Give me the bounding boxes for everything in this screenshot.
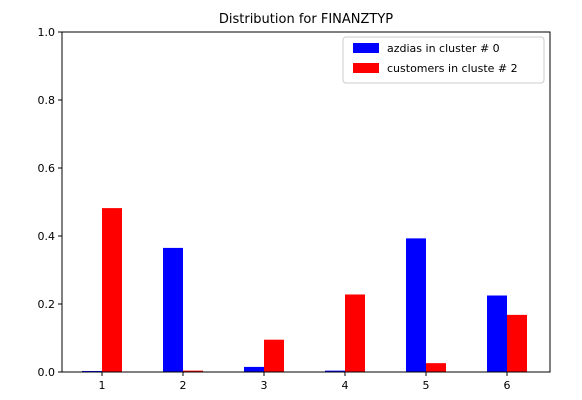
y-tick-label: 1.0 [38, 26, 56, 39]
bar-series-2-cat-5 [426, 363, 446, 372]
legend-swatch-series-2 [353, 63, 379, 73]
x-tick-label: 3 [261, 379, 268, 392]
plot-frame [61, 31, 551, 373]
x-tick-label: 6 [504, 379, 511, 392]
y-tick-label: 0.6 [38, 162, 56, 175]
bars-group [82, 208, 527, 372]
y-tick-label: 0.2 [38, 298, 56, 311]
bar-series-2-cat-3 [264, 339, 284, 372]
bar-series-1-cat-3 [244, 366, 264, 372]
legend: azdias in cluster # 0 customers in clust… [342, 36, 545, 84]
y-tick-label: 0.0 [38, 366, 56, 379]
bar-series-1-cat-4 [325, 370, 345, 372]
y-tick-label: 0.8 [38, 94, 56, 107]
y-axis: 0.0 0.2 0.4 0.6 0.8 1.0 [38, 26, 62, 379]
legend-box [342, 36, 545, 84]
bar-series-1-cat-2 [163, 247, 183, 372]
legend-label-series-1: azdias in cluster # 0 [387, 42, 500, 55]
legend-label-series-2: customers in cluste # 2 [387, 62, 518, 75]
bar-series-2-cat-1 [102, 208, 122, 372]
bar-series-2-cat-6 [507, 314, 527, 372]
bar-series-1-cat-1 [82, 370, 102, 372]
y-tick-label: 0.4 [38, 230, 56, 243]
x-axis: 1 2 3 4 5 6 [99, 372, 511, 392]
bar-series-1-cat-5 [406, 238, 426, 372]
x-tick-label: 5 [423, 379, 430, 392]
x-tick-label: 1 [99, 379, 106, 392]
bar-series-1-cat-6 [487, 295, 507, 372]
bar-series-2-cat-2 [183, 370, 203, 372]
legend-swatch-series-1 [353, 43, 379, 53]
chart-title: Distribution for FINANZTYP [219, 12, 393, 27]
bar-series-2-cat-4 [345, 294, 365, 372]
x-tick-label: 4 [342, 379, 349, 392]
x-tick-label: 2 [180, 379, 187, 392]
